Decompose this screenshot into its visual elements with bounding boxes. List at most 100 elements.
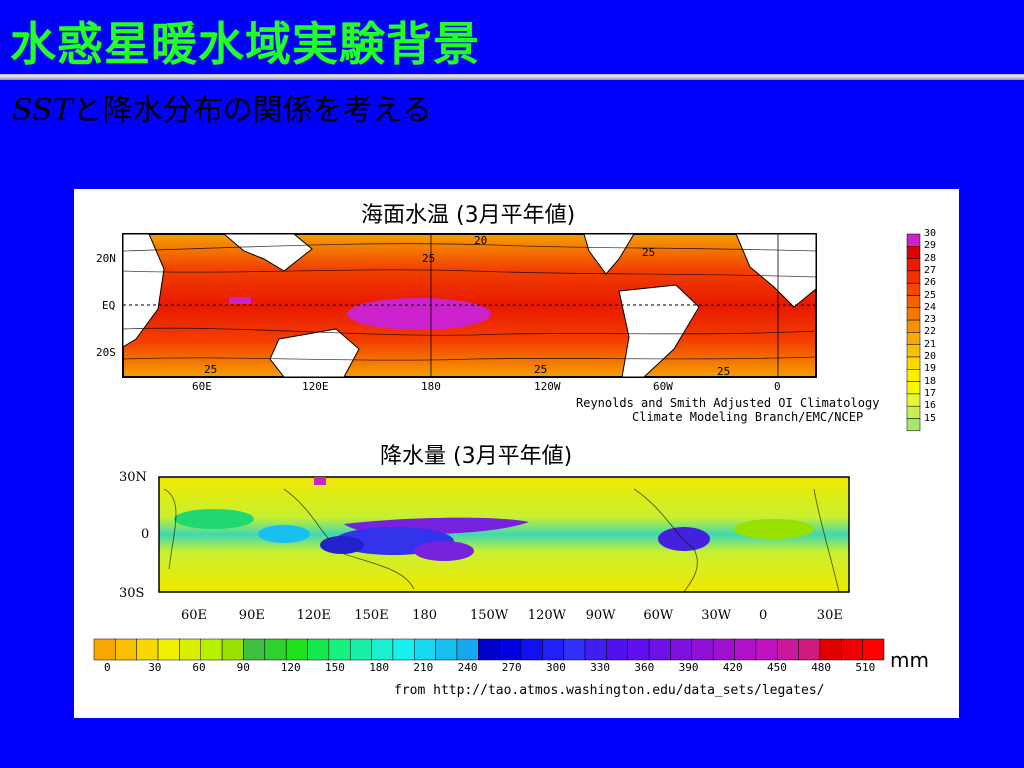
sst-warm-pool [347, 298, 491, 330]
precip-scale-swatch [862, 638, 885, 661]
precip-scale-swatch [285, 638, 308, 661]
sst-scale-swatch [906, 246, 921, 259]
precip-scale-label: 390 [678, 661, 699, 674]
precip-lon-label: 150W [470, 608, 509, 623]
precip-scale-swatch [307, 638, 330, 661]
sst-contour-label: 25 [717, 365, 731, 378]
precip-map-title: 降水量 (3月平年値) [380, 444, 573, 469]
sst-lon-label-180: 180 [421, 380, 441, 393]
precip-scale-swatch [435, 638, 458, 661]
precip-lon-label: 30W [701, 608, 732, 623]
precip-scale-swatch [221, 638, 244, 661]
precip-scale-label: 450 [767, 661, 787, 674]
sst-scale-label: 15 [924, 412, 937, 424]
precip-scale-swatch [264, 638, 287, 661]
precip-scale-swatch [542, 638, 564, 661]
precip-scale-label: 180 [369, 661, 390, 674]
precip-scale-label: 360 [634, 661, 655, 674]
sst-scale-swatch [906, 307, 921, 321]
subtitle-sst: SST [12, 93, 73, 128]
sst-scale-swatch [906, 393, 921, 407]
precip-scale-swatch [499, 638, 522, 661]
sst-contours [122, 243, 817, 361]
sst-scale-label: 29 [924, 240, 937, 252]
precip-scale-swatch [819, 638, 842, 661]
sst-scale-label: 18 [924, 375, 937, 387]
precip-scale-label: 150 [325, 661, 345, 674]
sst-scale-label: 30 [924, 228, 937, 239]
precip-scale-label: 420 [722, 661, 743, 674]
precip-scale-swatch [243, 638, 266, 661]
precip-scale-swatch [584, 638, 607, 661]
sst-scale-label: 22 [924, 326, 937, 338]
sst-contour-label: 25 [422, 252, 436, 265]
sst-scale-label: 27 [924, 264, 937, 276]
precip-scale-swatch [157, 638, 180, 661]
sst-scale-label: 25 [924, 289, 937, 301]
sst-lon-label-120w: 120W [534, 380, 561, 393]
sst-lon-label-120e: 120E [302, 380, 329, 393]
precip-lon-label: 30E [816, 608, 843, 623]
precip-lon-label: 60W [643, 608, 674, 623]
sst-scale-label: 26 [924, 277, 937, 289]
figure-panel: 海面水温 (3月平年値) [74, 189, 959, 718]
precip-scale-swatch [200, 638, 223, 661]
sst-lat-label-20n: 20N [96, 252, 116, 265]
sst-scale-label: 17 [924, 387, 937, 399]
precip-scale-swatch [136, 638, 159, 661]
sst-land-south-america [618, 284, 700, 378]
precip-color-scale [93, 638, 885, 661]
sst-scale-swatch [906, 344, 921, 358]
precip-scale-swatch [627, 638, 650, 661]
precip-lon-label: 0 [759, 608, 768, 623]
sst-scale-label: 23 [924, 314, 937, 326]
precip-scale-swatch [392, 638, 415, 661]
sst-map-graphic [93, 233, 921, 661]
precip-lat-label-30s: 30S [119, 586, 145, 601]
precip-scale-swatch [712, 638, 735, 661]
sst-contour-label: 25 [534, 363, 548, 376]
precip-lon-label: 90E [238, 608, 265, 623]
sst-contour-label: 25 [642, 246, 656, 259]
sst-contour-label: 25 [204, 363, 218, 376]
precip-scale-label: 120 [280, 661, 301, 674]
precip-scale-label: 510 [855, 661, 876, 674]
sst-color-scale [906, 233, 921, 432]
precip-lat-label-30n: 30N [119, 470, 147, 485]
precip-scale-swatch [691, 638, 714, 661]
sst-scale-swatch [906, 270, 921, 284]
precip-scale-swatch [563, 638, 586, 661]
precip-lon-label: 120E [296, 608, 331, 623]
precip-scale-swatch [115, 638, 137, 661]
precip-scale-label: 210 [413, 661, 434, 674]
precip-scale-swatch [606, 638, 629, 661]
precip-map-frame [158, 476, 850, 593]
slide-subtitle: SSTと降水分布の関係を考える [12, 92, 432, 130]
sst-credit-line1: Reynolds and Smith Adjusted OI Climatolo… [576, 396, 880, 410]
sst-scale-swatch [906, 332, 921, 345]
sst-lat-label-eq: EQ [102, 299, 116, 312]
precip-scale-swatch [734, 638, 757, 661]
sst-scale-swatch [906, 319, 921, 333]
precip-lon-label: 120W [527, 608, 566, 623]
precip-lon-label: 90W [585, 608, 616, 623]
slide-title: 水惑星暖水域実験背景 [10, 17, 480, 71]
precip-scale-swatch [414, 638, 436, 661]
precip-source-note: from http://tao.atmos.washington.edu/dat… [394, 683, 825, 698]
precip-scale-swatch [670, 638, 693, 661]
precip-scale-swatch [755, 638, 778, 661]
sst-credit-line2: Climate Modeling Branch/EMC/NCEP [632, 410, 864, 424]
sst-map-frame [122, 233, 817, 378]
precip-lon-label: 60E [181, 608, 208, 623]
sst-land-europe-africa [735, 233, 817, 308]
precip-scale-swatch [648, 638, 671, 661]
sst-scale-swatch [906, 356, 921, 370]
sst-contour-label: 20 [474, 234, 488, 247]
sst-lat-label-20s: 20S [96, 346, 116, 359]
precip-scale-swatch [841, 638, 863, 661]
precip-scale-swatch [328, 638, 351, 661]
precip-scale-label: 300 [546, 661, 566, 674]
precip-scale-label: 240 [457, 661, 478, 674]
sst-land-africa [122, 233, 165, 348]
precip-scale-label: 330 [590, 661, 611, 674]
